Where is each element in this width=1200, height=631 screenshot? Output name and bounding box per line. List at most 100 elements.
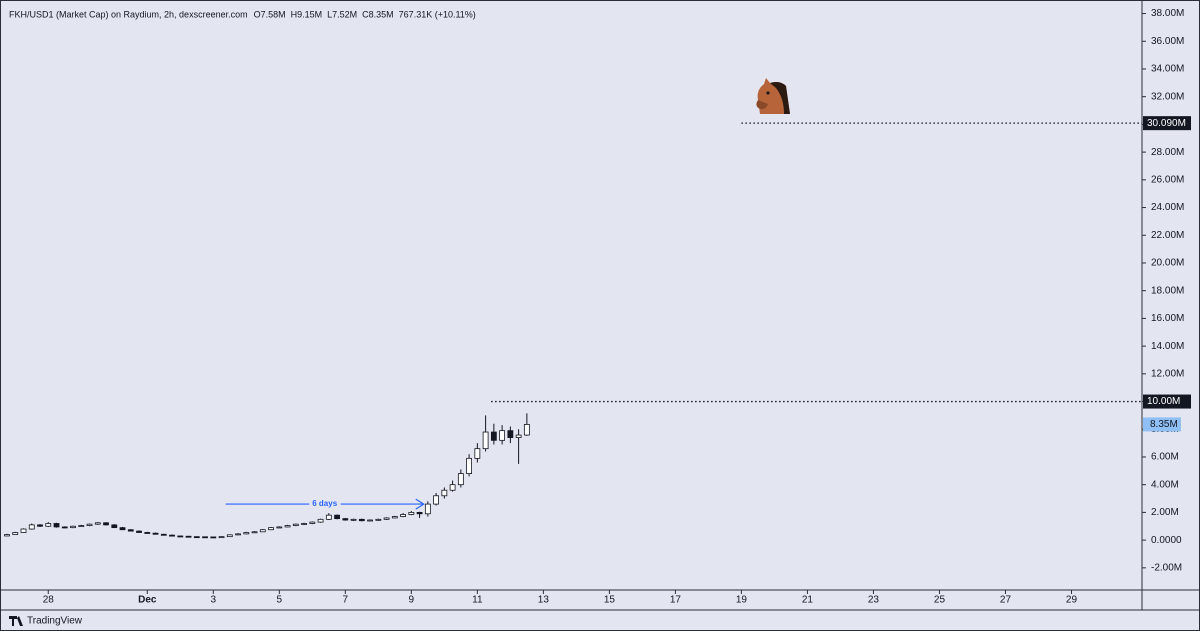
candle-body [78,525,85,527]
y-tick-label: 22.00M [1151,230,1184,241]
candle-body [103,522,109,526]
candle-body [37,524,43,527]
price-label-bg [1143,116,1191,131]
candle-body [408,512,415,515]
x-tick-label: 21 [802,595,814,606]
candle-body [334,514,340,520]
candle-body [136,530,142,533]
candle-body [375,518,382,521]
candle-body [259,529,266,533]
y-tick-label: 0.0000 [1151,535,1182,546]
candle-body [350,518,357,521]
y-tick-label: -2.00M [1151,562,1182,573]
y-tick-label: 2.00M [1151,507,1179,518]
candle-body [466,457,473,475]
candle-body [70,525,76,529]
x-tick-label: 23 [868,595,880,606]
candle-body [177,535,184,538]
x-tick-label: 3 [211,595,217,606]
x-tick-label: 25 [934,595,946,606]
candle-body [284,525,291,528]
candle-body [94,522,101,525]
ohlc-label: 767.31K (+10.11%) [399,9,476,19]
candle-body [202,536,208,539]
candle-body [218,536,225,539]
candle-body [20,528,27,533]
x-tick-label: 28 [43,595,55,606]
candle-body [119,527,126,531]
candle-body [185,535,192,538]
y-tick-label: 36.00M [1151,36,1184,47]
ohlc-label: O7.58M [254,9,286,19]
y-tick-label: 20.00M [1151,258,1184,269]
candle-body [111,524,118,529]
y-tick-label: 16.00M [1151,313,1184,324]
x-tick-label: 13 [538,595,550,606]
ohlc-label: C8.35M [362,9,394,19]
candle-body [325,514,332,520]
candle-body [515,434,522,438]
candle-body [490,431,497,441]
candle-body [317,518,324,523]
candle-body [449,484,456,491]
candle-body [28,524,35,530]
candle-body [400,514,406,517]
y-tick-label: 12.00M [1151,368,1184,379]
candle-body [457,473,464,486]
candle-body [383,517,390,520]
candle-body [301,523,307,525]
y-tick-label: 24.00M [1151,202,1184,213]
ohlc-values: O7.58M H9.15M L7.52M C8.35M 767.31K (+10.11%… [254,9,476,19]
x-tick-label: 15 [604,595,616,606]
candle-body [367,519,373,522]
candle-body [226,534,233,538]
y-tick-label: 4.00M [1151,479,1179,490]
candle-body [4,534,10,537]
candle-body [474,448,481,459]
price-label: 30.090M [1147,118,1186,129]
candle-body [358,518,365,522]
candle-body [391,516,398,519]
candle-body [424,503,431,515]
x-tick-label: Dec [138,595,157,606]
candle-body [441,489,448,497]
candle-body [169,534,175,537]
footer-logo: TradingView [9,616,83,627]
candle-body [144,532,151,534]
candle-body [268,527,274,531]
candle-body [499,430,506,441]
candle-body [433,495,439,505]
x-tick-label: 29 [1066,595,1078,606]
x-tick-label: 7 [343,595,349,606]
y-tick-label: 26.00M [1151,174,1184,185]
y-tick-label: 34.00M [1151,64,1184,75]
candle-body [152,532,159,535]
candle-body [45,523,52,527]
x-tick-label: 11 [472,595,483,606]
chart-title: FKH/USD1 (Market Cap) on Raydium, 2h, de… [9,9,248,19]
x-tick-label: 9 [409,595,415,606]
x-tick-label: 17 [670,595,682,606]
candle-body [292,523,299,526]
y-tick-label: 32.00M [1151,91,1184,102]
candle-body [12,532,19,535]
candle-body [86,523,93,526]
candle-body [160,533,167,536]
candle-body [193,536,200,539]
candle-body [251,531,258,534]
price-label: 10.00M [1147,396,1180,407]
annotation-text: 6 days [312,499,337,508]
y-tick-label: 18.00M [1151,285,1184,296]
footer-text: TradingView [27,616,83,627]
horse-icon [756,78,790,114]
candle-body [243,532,250,535]
candle-body [507,430,514,438]
x-tick-label: 19 [736,595,748,606]
price-label-bg [1143,394,1191,409]
y-tick-label: 38.00M [1151,8,1184,19]
ohlc-label: H9.15M [291,9,323,19]
arrow-head [415,498,425,510]
